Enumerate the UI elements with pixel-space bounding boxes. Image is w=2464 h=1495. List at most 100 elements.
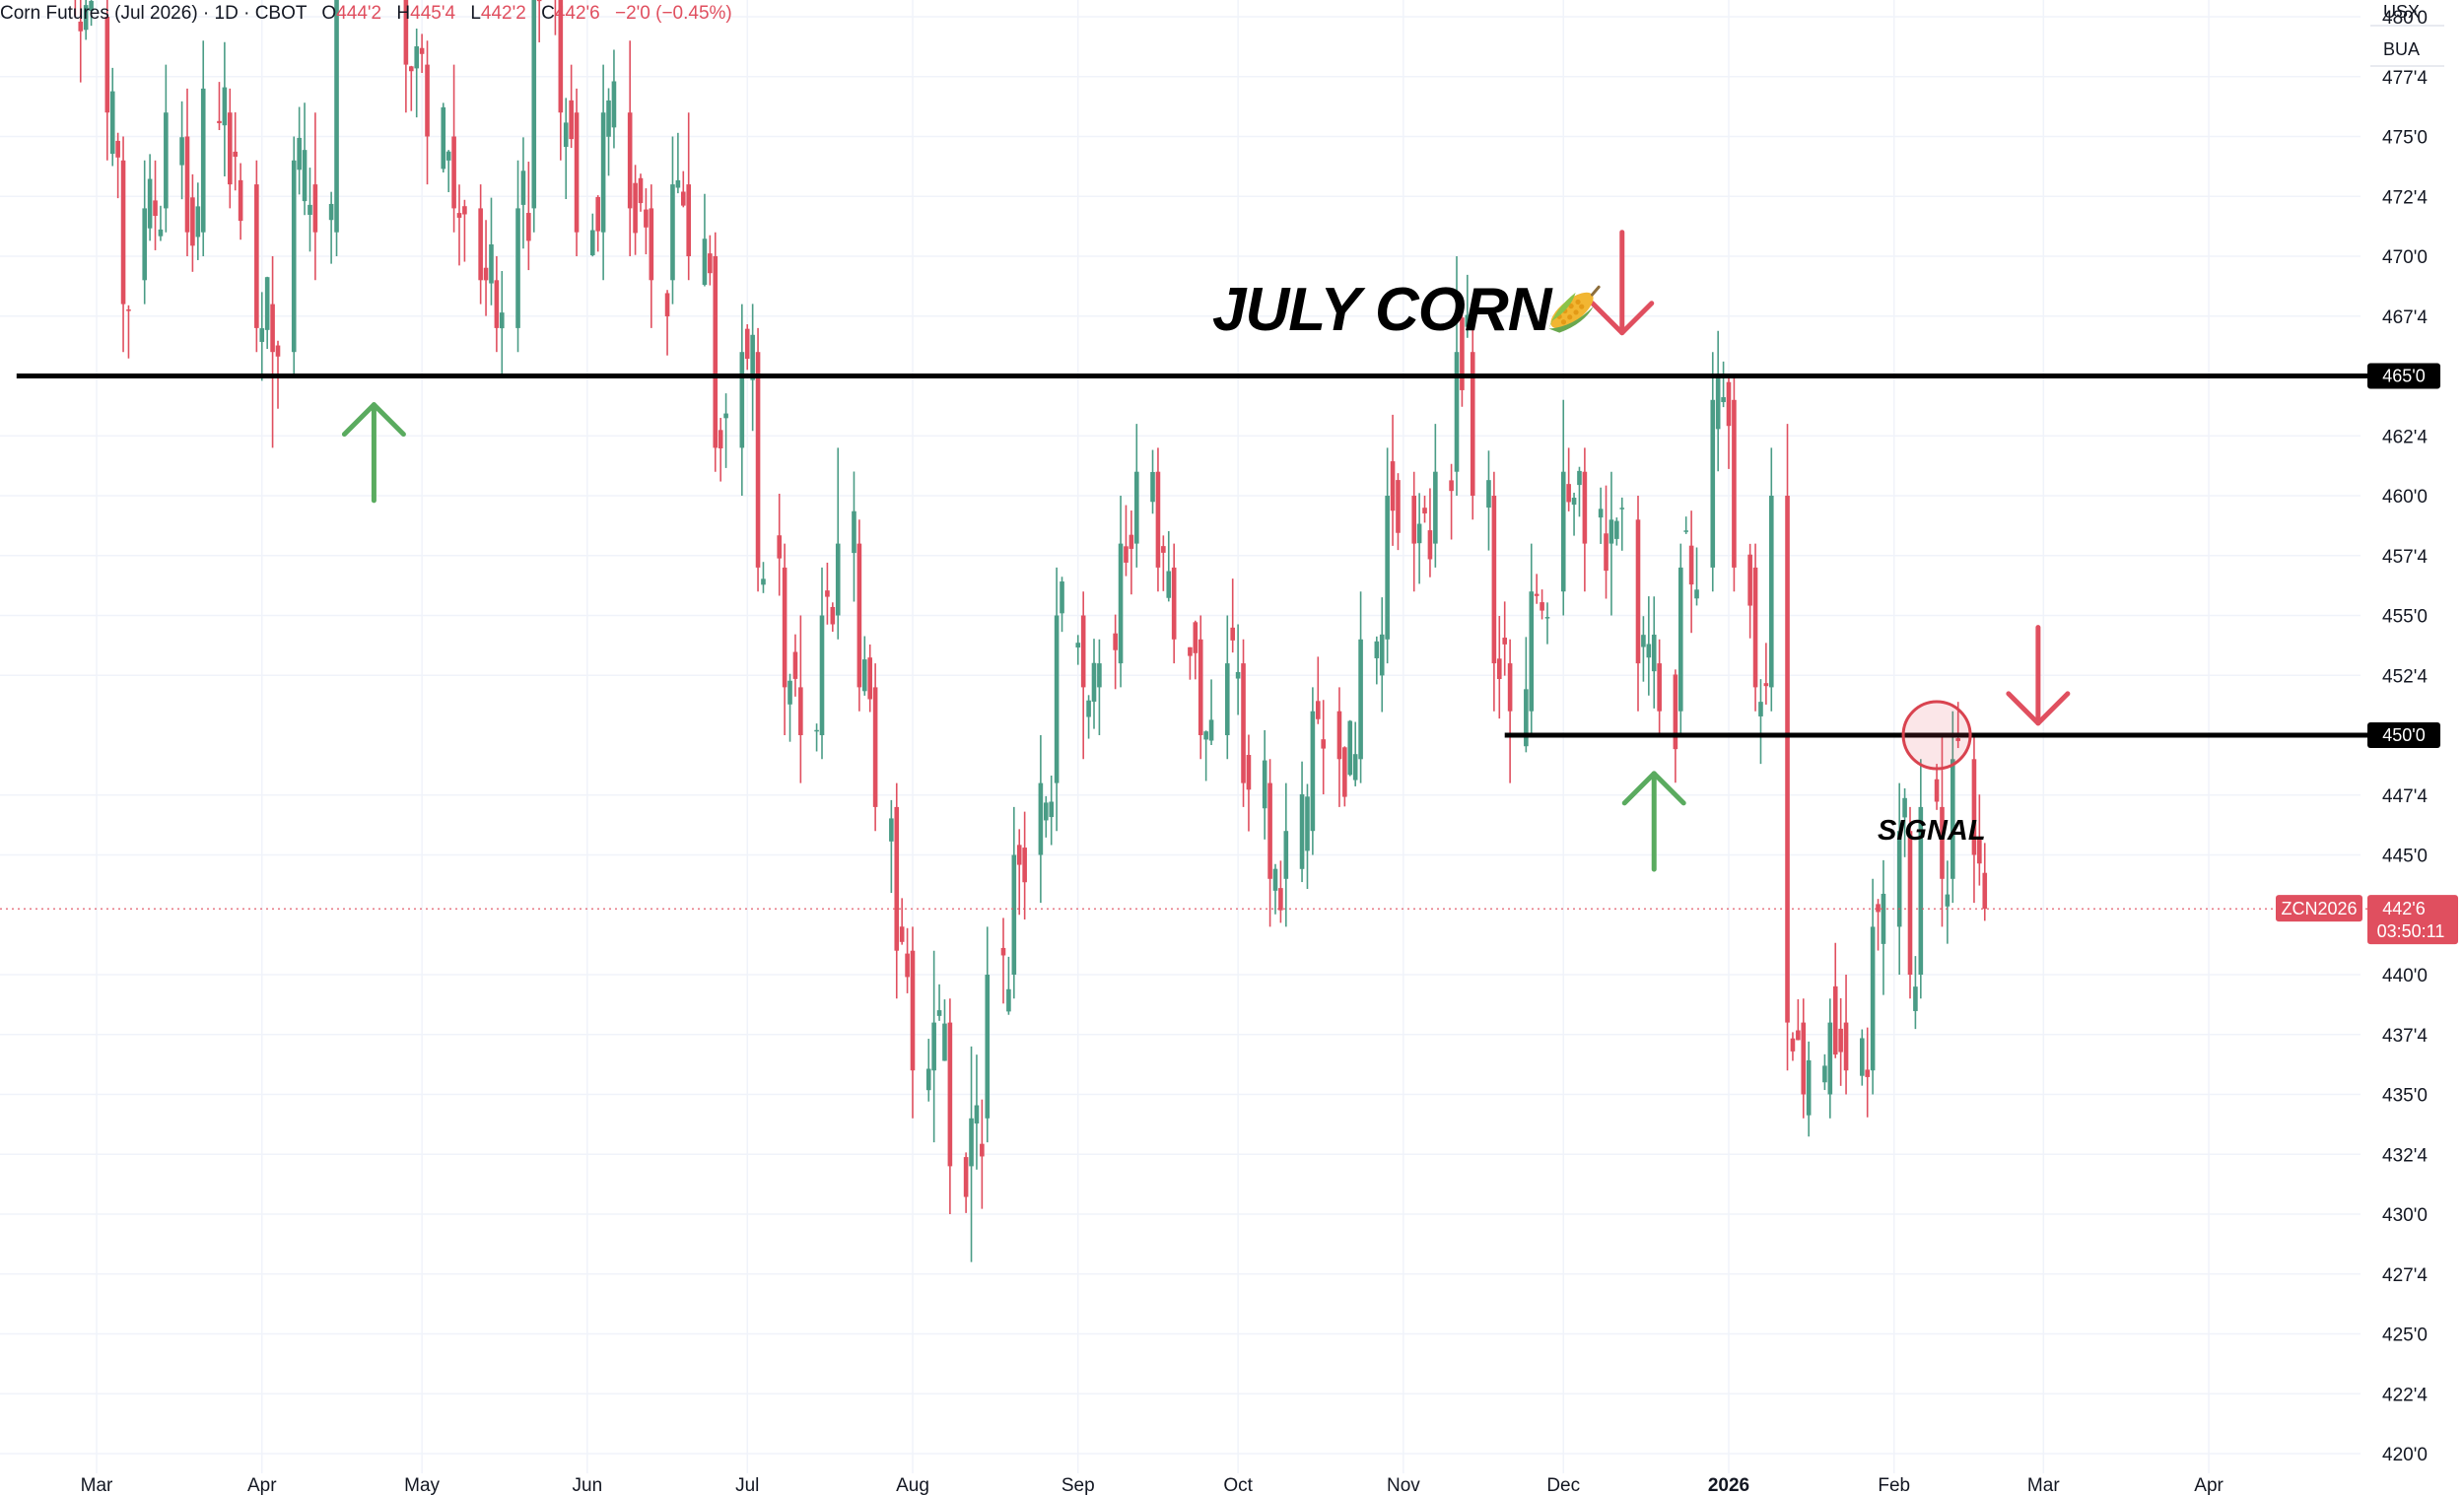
price-tick-label: 447'4: [2382, 786, 2428, 807]
candle-down: [1838, 1028, 1843, 1053]
price-tick-label: 445'0: [2382, 847, 2428, 867]
candle-down: [1267, 782, 1272, 879]
price-axis[interactable]: 420'0 422'4 425'0 427'4 430'0 432'4 435'0 437'4…: [2382, 0, 2428, 1465]
candle-down: [1726, 381, 1732, 427]
time-axis[interactable]: Mar Apr May Jun Jul Aug Sep Oct Nov Dec 2026 Feb Mar…: [81, 1475, 2224, 1495]
time-tick-label[interactable]: Mar: [81, 1475, 113, 1495]
candle-down: [1934, 779, 1940, 802]
candle-up: [1614, 520, 1619, 539]
candle-down: [1635, 519, 1641, 664]
candle-down: [649, 208, 654, 281]
time-tick-label[interactable]: Nov: [1387, 1475, 1420, 1495]
candle-up: [302, 150, 308, 202]
unit-label[interactable]: BUA: [2383, 39, 2420, 59]
level-465-label: 465'0: [2382, 367, 2425, 386]
candle-down: [1000, 947, 1006, 956]
candle-down: [1321, 739, 1327, 749]
candle-up: [179, 137, 184, 166]
candle-up: [1299, 793, 1305, 869]
symbol-name: Corn Futures (Jul 2026) · 1D · CBOT: [0, 3, 308, 24]
current-price-label: 442'6: [2382, 899, 2425, 918]
candle-up: [1827, 1022, 1833, 1095]
candle-up: [1619, 508, 1625, 510]
price-tick-label: 420'0: [2382, 1445, 2428, 1465]
candle-down: [1534, 593, 1540, 596]
candle-down: [980, 1143, 985, 1157]
candle-up: [1524, 689, 1529, 747]
candle-up: [1896, 831, 1902, 927]
currency-label[interactable]: USX: [2383, 2, 2420, 22]
corn-emoji-icon: [1548, 285, 1601, 333]
candle-down: [1491, 496, 1497, 664]
candle-down: [1940, 806, 1945, 879]
time-tick-label[interactable]: Feb: [1878, 1475, 1910, 1495]
candle-up: [1305, 796, 1310, 851]
candle-up: [1150, 471, 1155, 503]
candle-down: [1124, 546, 1129, 563]
low-value: 442'2: [481, 3, 526, 24]
candle-up: [1486, 480, 1491, 509]
candle-down: [254, 184, 259, 328]
current-price-tag: ZCN2026 442'6 03:50:11: [2276, 895, 2458, 945]
candle-up: [1918, 806, 1924, 975]
candle-up: [1358, 639, 1363, 760]
time-tick-label[interactable]: Jun: [573, 1475, 603, 1495]
current-symbol-label: ZCN2026: [2281, 899, 2357, 918]
candle-up: [259, 328, 265, 342]
candle-up: [1598, 509, 1604, 518]
candle-down: [947, 1022, 953, 1167]
candle-down: [830, 606, 836, 625]
candle-down: [494, 280, 500, 328]
time-tick-label[interactable]: Apr: [2194, 1475, 2224, 1495]
candle-down: [1977, 836, 1982, 864]
close-label: C: [541, 3, 555, 24]
bar-countdown-label: 03:50:11: [2377, 921, 2445, 941]
time-tick-label[interactable]: Dec: [1546, 1475, 1580, 1495]
candle-up: [1385, 496, 1390, 640]
candle-up: [985, 975, 991, 1119]
candle-down: [1016, 845, 1022, 865]
price-tick-label: 452'4: [2382, 666, 2428, 687]
price-tick-label: 435'0: [2382, 1086, 2428, 1107]
candle-down: [708, 253, 713, 274]
candle-down: [312, 184, 318, 233]
time-tick-label[interactable]: May: [404, 1475, 440, 1495]
time-tick-label[interactable]: Aug: [896, 1475, 929, 1495]
arrow-head: [1590, 301, 1655, 336]
candle-up: [1694, 589, 1699, 599]
price-tick-label: 427'4: [2382, 1265, 2428, 1286]
price-tick-label: 422'4: [2382, 1385, 2428, 1405]
time-tick-label[interactable]: Apr: [247, 1475, 277, 1495]
time-tick-label[interactable]: Jul: [735, 1475, 759, 1495]
candle-down: [1688, 545, 1694, 585]
time-tick-label[interactable]: Sep: [1061, 1475, 1095, 1495]
candle-up: [1571, 498, 1577, 506]
candle-down: [718, 430, 723, 449]
candle-up: [1416, 523, 1422, 544]
candle-down: [1193, 622, 1198, 653]
candle-down: [1982, 872, 1988, 910]
candle-down: [1971, 759, 1977, 855]
candle-down: [1673, 674, 1678, 750]
candle-down: [1427, 530, 1433, 560]
candle-up: [1677, 567, 1683, 712]
candle-down: [270, 304, 275, 353]
candle-up: [1352, 754, 1358, 781]
candle-up: [1118, 543, 1124, 664]
candle-up: [563, 122, 569, 148]
candle-down: [1336, 711, 1342, 760]
candle-up: [531, 0, 537, 209]
candle-up: [1379, 634, 1385, 676]
arrow-up-icon: [1621, 771, 1686, 872]
candle-up: [1235, 671, 1241, 679]
time-tick-label[interactable]: Mar: [2027, 1475, 2060, 1495]
price-tick-label: 440'0: [2382, 966, 2428, 986]
candle-up: [441, 106, 446, 170]
candle-up: [1347, 720, 1353, 776]
candle-up: [1529, 591, 1535, 712]
time-tick-label[interactable]: 2026: [1708, 1475, 1749, 1495]
time-tick-label[interactable]: Oct: [1223, 1475, 1253, 1495]
candle-up: [819, 615, 825, 735]
candle-down: [153, 200, 158, 217]
